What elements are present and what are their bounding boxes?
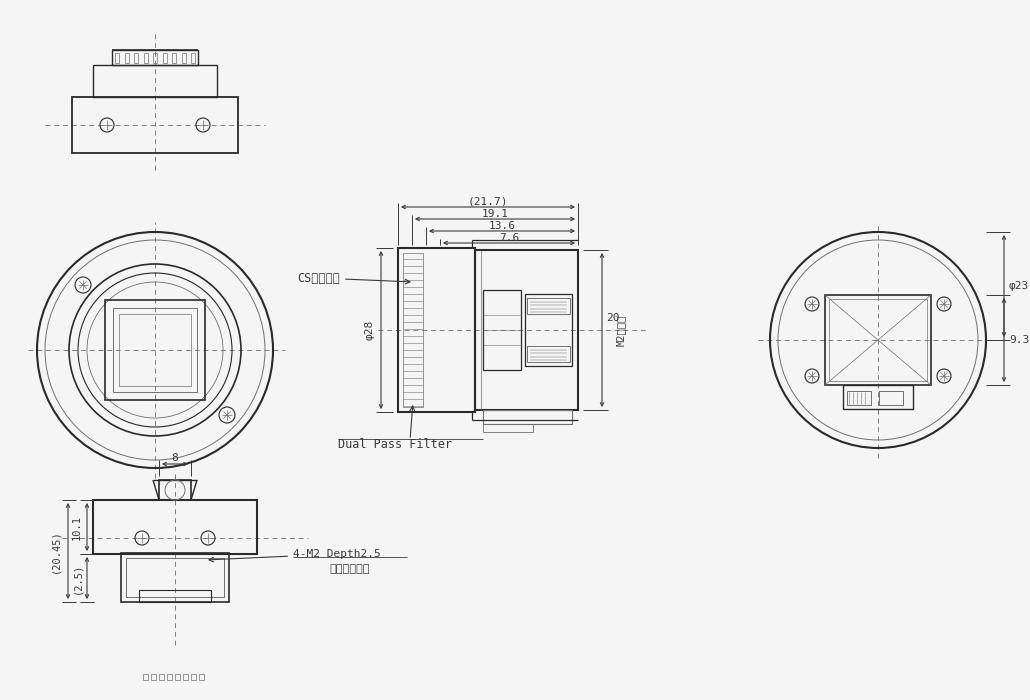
Text: 7.6: 7.6 <box>499 233 519 243</box>
Bar <box>134 53 138 63</box>
Bar <box>105 300 205 400</box>
Text: 対面同一形状: 対面同一形状 <box>330 564 370 574</box>
Bar <box>483 290 521 370</box>
Bar <box>72 97 238 153</box>
Bar <box>483 424 533 432</box>
Text: CSマウント: CSマウント <box>298 272 410 284</box>
Bar <box>93 65 217 97</box>
Bar <box>183 674 188 680</box>
Bar <box>93 500 258 554</box>
Text: 8: 8 <box>172 453 178 463</box>
Text: φ23: φ23 <box>1009 281 1029 291</box>
Bar <box>199 674 204 680</box>
Bar <box>175 674 180 680</box>
Bar <box>843 385 913 409</box>
Text: (20.45): (20.45) <box>50 529 60 573</box>
Bar <box>483 410 572 424</box>
Bar <box>172 53 176 63</box>
Text: (21.7): (21.7) <box>468 197 508 207</box>
Bar <box>525 294 572 366</box>
Text: 13.6: 13.6 <box>488 221 515 231</box>
Bar <box>121 553 229 602</box>
Bar <box>163 53 167 63</box>
Bar <box>159 674 164 680</box>
Bar <box>125 53 129 63</box>
Bar <box>879 391 903 405</box>
Bar <box>112 50 198 65</box>
Text: 4-M2 Depth2.5: 4-M2 Depth2.5 <box>209 549 381 562</box>
Bar <box>829 299 927 381</box>
Bar <box>119 314 191 386</box>
Text: (2.5): (2.5) <box>72 562 82 594</box>
Bar <box>403 253 423 407</box>
Bar <box>181 53 185 63</box>
Text: 10.1: 10.1 <box>72 514 82 540</box>
Bar <box>167 674 172 680</box>
Bar <box>159 480 191 500</box>
Bar <box>191 53 195 63</box>
Text: Dual Pass Filter: Dual Pass Filter <box>338 438 452 451</box>
Bar <box>126 558 224 597</box>
Bar <box>847 391 871 405</box>
Text: 20: 20 <box>606 313 619 323</box>
Bar <box>527 298 570 314</box>
Bar <box>153 53 157 63</box>
Bar <box>527 346 570 362</box>
Bar <box>115 53 119 63</box>
Bar <box>143 53 147 63</box>
Bar <box>825 295 931 385</box>
Text: 9.3: 9.3 <box>1009 335 1029 345</box>
Bar <box>151 674 156 680</box>
Text: 19.1: 19.1 <box>481 209 509 219</box>
Bar <box>475 250 578 410</box>
Bar <box>398 248 475 412</box>
Bar <box>139 590 211 602</box>
Text: φ28: φ28 <box>365 320 375 340</box>
Bar <box>191 674 196 680</box>
Text: M2ねじ面: M2ねじ面 <box>616 314 626 346</box>
Bar <box>113 308 197 392</box>
Bar <box>143 674 148 680</box>
